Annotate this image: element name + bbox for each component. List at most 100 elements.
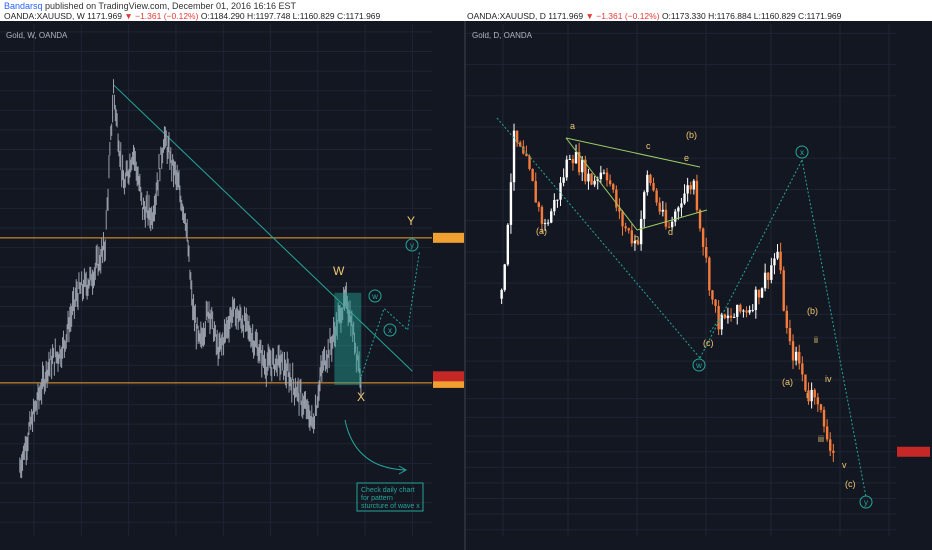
daily-candle-body bbox=[503, 264, 506, 290]
daily-candle-body bbox=[519, 142, 522, 147]
right-ticker-line: OANDA:XAUUSD, D 1171.969 ▼ −1.361 (−0.12… bbox=[467, 11, 841, 21]
daily-candle-body bbox=[810, 389, 813, 402]
daily-candle-body bbox=[543, 223, 547, 225]
daily-candle-body bbox=[599, 172, 603, 180]
label-a-paren-2: (a) bbox=[782, 377, 793, 387]
panel-divider bbox=[464, 21, 466, 550]
daily-candle-body bbox=[590, 173, 593, 185]
daily-candle-body bbox=[593, 180, 596, 185]
daily-candle-body bbox=[602, 172, 606, 174]
label-d-small: d bbox=[668, 227, 673, 237]
daily-candle-body bbox=[509, 182, 513, 225]
daily-candle-body bbox=[515, 130, 519, 143]
label-b-small: b bbox=[634, 233, 639, 243]
right-wave-line bbox=[636, 209, 708, 231]
daily-candle-body bbox=[587, 173, 590, 182]
right-label-x: x bbox=[800, 148, 804, 157]
daily-candle-body bbox=[658, 202, 661, 212]
daily-candle-body bbox=[695, 180, 699, 211]
daily-candle-body bbox=[745, 310, 748, 313]
left-panel-bg bbox=[0, 21, 464, 550]
daily-candle-body bbox=[763, 272, 767, 289]
daily-candle-body bbox=[705, 246, 708, 258]
daily-candle-body bbox=[822, 409, 826, 427]
daily-candle-body bbox=[531, 168, 534, 182]
daily-candle-body bbox=[534, 181, 537, 203]
left-price-tag-box bbox=[433, 377, 464, 388]
daily-candle-body bbox=[562, 177, 565, 183]
publish-line: Bandarsq published on TradingView.com, D… bbox=[4, 1, 296, 11]
daily-candle-body bbox=[714, 299, 717, 307]
label-c-paren-2: (c) bbox=[845, 479, 856, 489]
daily-candle-body bbox=[522, 146, 525, 154]
right-label-y: y bbox=[864, 498, 868, 507]
daily-candle-body bbox=[686, 185, 689, 194]
right-wave-line bbox=[801, 159, 867, 498]
daily-candle-body bbox=[546, 222, 550, 224]
daily-candle-body bbox=[794, 351, 798, 361]
label-iv: iv bbox=[825, 374, 832, 384]
daily-candle-body bbox=[605, 172, 609, 181]
wave-w-highlight bbox=[334, 292, 362, 385]
daily-candle-body bbox=[556, 199, 559, 201]
daily-candle-body bbox=[639, 218, 643, 245]
note-arrow bbox=[344, 419, 406, 471]
daily-candle-body bbox=[819, 404, 823, 410]
daily-candle-body bbox=[528, 156, 531, 169]
daily-candle-body bbox=[785, 310, 789, 328]
daily-candle-body bbox=[571, 158, 575, 164]
daily-candle-body bbox=[540, 206, 544, 224]
daily-candle-body bbox=[742, 310, 745, 312]
daily-candle-body bbox=[748, 310, 751, 313]
daily-candle-body bbox=[720, 314, 723, 330]
daily-candle-body bbox=[813, 389, 816, 398]
author-link[interactable]: Bandarsq bbox=[4, 1, 43, 11]
left-label-w: w bbox=[371, 292, 378, 301]
daily-candle-body bbox=[652, 183, 655, 191]
left-price: 1171.969 bbox=[87, 11, 122, 21]
left-label-x: x bbox=[388, 326, 392, 335]
daily-candle-body bbox=[829, 439, 832, 451]
daily-candle-body bbox=[776, 251, 779, 259]
daily-candle-body bbox=[770, 265, 773, 280]
daily-candle-body bbox=[683, 193, 686, 204]
left-chart-title: Gold, W, OANDA bbox=[6, 31, 68, 40]
daily-candle-body bbox=[711, 290, 714, 300]
right-ohlc: O:1173.330 H:1176.884 L:1160.829 C:1171.… bbox=[661, 11, 842, 21]
daily-candle-body bbox=[760, 288, 764, 298]
publish-info: published on TradingView.com, December 0… bbox=[45, 1, 297, 11]
left-change: ▼ −1.361 (−0.12%) bbox=[124, 11, 199, 21]
note-line-1: Check daily chart bbox=[361, 487, 415, 494]
label-a-paren-1: (a) bbox=[536, 226, 547, 236]
daily-candle-body bbox=[773, 258, 776, 266]
daily-candle-body bbox=[732, 316, 736, 318]
daily-candle-body bbox=[736, 304, 739, 317]
daily-candle-body bbox=[674, 211, 677, 222]
daily-candle-body bbox=[608, 180, 612, 185]
daily-candle-body bbox=[506, 224, 510, 265]
right-wave-line bbox=[709, 317, 721, 333]
right-wave-line bbox=[496, 117, 701, 359]
left-ticker-line: OANDA:XAUUSD, W 1171.969 ▼ −1.361 (−0.12… bbox=[4, 11, 380, 21]
daily-candle-body bbox=[596, 179, 599, 181]
daily-candle-body bbox=[689, 185, 692, 190]
note-box bbox=[356, 482, 424, 512]
daily-candle-body bbox=[729, 315, 733, 318]
daily-candle-body bbox=[791, 341, 795, 361]
daily-candle-body bbox=[670, 221, 674, 228]
right-panel-bg bbox=[466, 21, 932, 550]
daily-candle-body bbox=[633, 240, 637, 244]
daily-candle-body bbox=[630, 230, 634, 244]
left-trendline bbox=[113, 84, 413, 372]
daily-candle-body bbox=[726, 315, 730, 319]
label-i: i bbox=[806, 390, 808, 400]
label-c-paren-1: (c) bbox=[703, 338, 714, 348]
note-line-3: sturcture of wave x bbox=[361, 503, 420, 510]
daily-candle-body bbox=[581, 159, 584, 173]
daily-candle-body bbox=[643, 192, 646, 219]
daily-candle-body bbox=[692, 180, 696, 190]
publish-header: Bandarsq published on TradingView.com, D… bbox=[0, 0, 932, 20]
daily-candle-body bbox=[612, 184, 615, 190]
daily-candle-body bbox=[621, 211, 624, 227]
